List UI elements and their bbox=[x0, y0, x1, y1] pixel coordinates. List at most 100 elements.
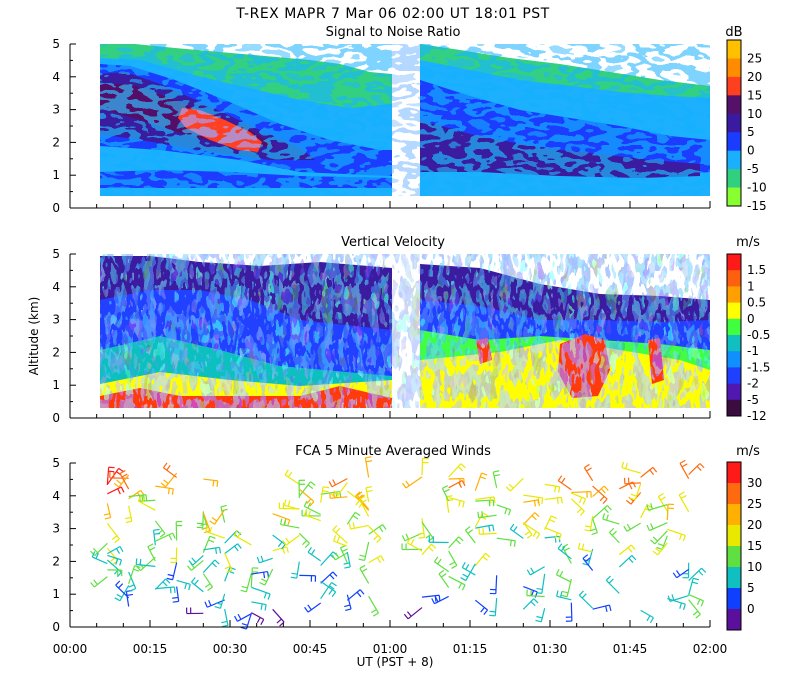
snr-ytick-label: 2 bbox=[52, 135, 60, 149]
vel-colorbar-swatch bbox=[727, 270, 741, 287]
wind-barb bbox=[202, 573, 213, 588]
wind-barb bbox=[330, 496, 348, 499]
wind-barb-flag bbox=[328, 585, 335, 590]
wind-barb-flag bbox=[240, 626, 247, 630]
wind-barb-flag bbox=[606, 514, 609, 521]
vel-y-ticks: 0 1 2 3 4 5 bbox=[52, 247, 76, 425]
wind-barb-flag bbox=[160, 482, 167, 488]
wind-barb-flag bbox=[691, 581, 699, 585]
wind-barb-flag bbox=[259, 581, 266, 586]
wind-barb-flag bbox=[168, 534, 173, 541]
wind-barb-flag bbox=[418, 536, 425, 539]
wind-barb bbox=[172, 562, 178, 580]
wind-barb-flag bbox=[359, 554, 366, 558]
vel-colorbar-label: 0.5 bbox=[747, 296, 766, 310]
wind-barb bbox=[296, 561, 300, 579]
wind-barb-flag bbox=[184, 583, 188, 590]
vel-colorbar-label: -12 bbox=[747, 409, 767, 423]
wind-barb-flag bbox=[153, 528, 160, 531]
wind-barb-flag bbox=[237, 531, 242, 538]
wind-barb-flag bbox=[115, 580, 121, 586]
wind-barb-flag bbox=[628, 483, 633, 490]
vel-colorbar-label: 1.5 bbox=[747, 263, 766, 277]
wind-barb bbox=[251, 601, 267, 606]
wind-barb bbox=[529, 566, 545, 576]
wind-barb-flag bbox=[461, 584, 466, 591]
wind-barb bbox=[407, 607, 423, 620]
wind-barb-flag bbox=[287, 519, 291, 526]
wind-barb-flag bbox=[477, 511, 480, 518]
wind-barb-flag bbox=[438, 569, 445, 575]
wind-barb-flag bbox=[458, 582, 463, 589]
wind-barb-flag bbox=[629, 497, 636, 501]
velocity-ylabel: Altitude (km) bbox=[27, 297, 41, 376]
vel-ytick-label: 3 bbox=[52, 313, 60, 327]
wind-barb bbox=[334, 552, 348, 561]
wind-barb bbox=[605, 579, 620, 594]
wind-barb bbox=[192, 555, 204, 566]
snr-colorbar-swatch bbox=[727, 58, 741, 78]
wind-barb-flag bbox=[576, 508, 582, 514]
wind-barb-flag bbox=[508, 509, 512, 516]
winds-colorbar-label: 25 bbox=[747, 497, 762, 511]
wind-barb-flag bbox=[207, 586, 213, 591]
wind-barb bbox=[678, 494, 690, 513]
wind-barb-flag bbox=[434, 596, 439, 603]
wind-barb bbox=[202, 512, 211, 531]
wind-barb-flag bbox=[405, 480, 410, 487]
winds-xtick-label: 01:30 bbox=[533, 642, 568, 656]
wind-barb bbox=[163, 467, 178, 478]
velocity-colorbar: m/s 1.5 1 0.5 0 -0.5 -1 -1.5 -2 -5 -12 bbox=[726, 235, 770, 423]
wind-barb-flag bbox=[336, 536, 340, 543]
winds-ytick-label: 2 bbox=[52, 554, 60, 568]
wind-barb bbox=[92, 556, 108, 565]
wind-barb bbox=[284, 474, 300, 485]
wind-barb-flag bbox=[111, 535, 118, 540]
snr-colorbar-swatch bbox=[727, 95, 741, 115]
wind-barb bbox=[115, 584, 130, 599]
wind-barb-flag bbox=[279, 621, 285, 627]
wind-barb-flag bbox=[488, 525, 491, 532]
wind-barb-flag bbox=[332, 525, 338, 531]
winds-colorbar-unit: m/s bbox=[736, 444, 760, 459]
wind-barb-flag bbox=[214, 606, 221, 609]
wind-barb-flag bbox=[287, 500, 291, 507]
wind-barb-flag bbox=[260, 619, 265, 625]
vel-gap bbox=[392, 254, 420, 408]
wind-barb-flag bbox=[188, 560, 194, 566]
wind-barb-flag bbox=[331, 591, 337, 598]
wind-barb-flag bbox=[352, 515, 359, 520]
wind-barb bbox=[640, 504, 648, 519]
wind-barb-flag bbox=[578, 590, 584, 596]
wind-barb-flag bbox=[701, 567, 707, 573]
wind-barb-flag bbox=[465, 564, 470, 570]
vel-colorbar-label: -2 bbox=[747, 377, 759, 391]
wind-barb-flag bbox=[95, 552, 99, 559]
wind-barb bbox=[438, 573, 450, 588]
wind-barb bbox=[592, 485, 608, 500]
wind-barb-flag bbox=[301, 540, 308, 546]
wind-barb bbox=[251, 586, 271, 595]
snr-colorbar-label: 0 bbox=[747, 144, 755, 158]
wind-barb bbox=[202, 559, 216, 573]
wind-barb bbox=[434, 561, 450, 573]
winds-ytick-label: 1 bbox=[52, 587, 60, 601]
wind-barb-flag bbox=[283, 519, 287, 526]
wind-barb bbox=[140, 556, 156, 571]
wind-barb-flag bbox=[286, 546, 289, 553]
wind-barb bbox=[365, 487, 370, 502]
wind-barb-flag bbox=[159, 533, 166, 538]
winds-xlabel: UT (PST + 8) bbox=[357, 655, 434, 669]
wind-barb-flag bbox=[91, 551, 96, 558]
snr-colorbar-swatch bbox=[727, 113, 741, 133]
wind-barb-flag bbox=[166, 577, 173, 581]
wind-barb-flag bbox=[465, 526, 471, 531]
wind-barb-flag bbox=[141, 497, 146, 504]
wind-barb bbox=[495, 575, 498, 594]
winds-xtick-label: 00:15 bbox=[133, 642, 168, 656]
wind-barb bbox=[224, 567, 231, 582]
wind-barb-flag bbox=[679, 533, 683, 540]
wind-barb bbox=[304, 505, 321, 516]
wind-barb-flag bbox=[194, 579, 199, 586]
wind-barb-flag bbox=[205, 525, 209, 532]
